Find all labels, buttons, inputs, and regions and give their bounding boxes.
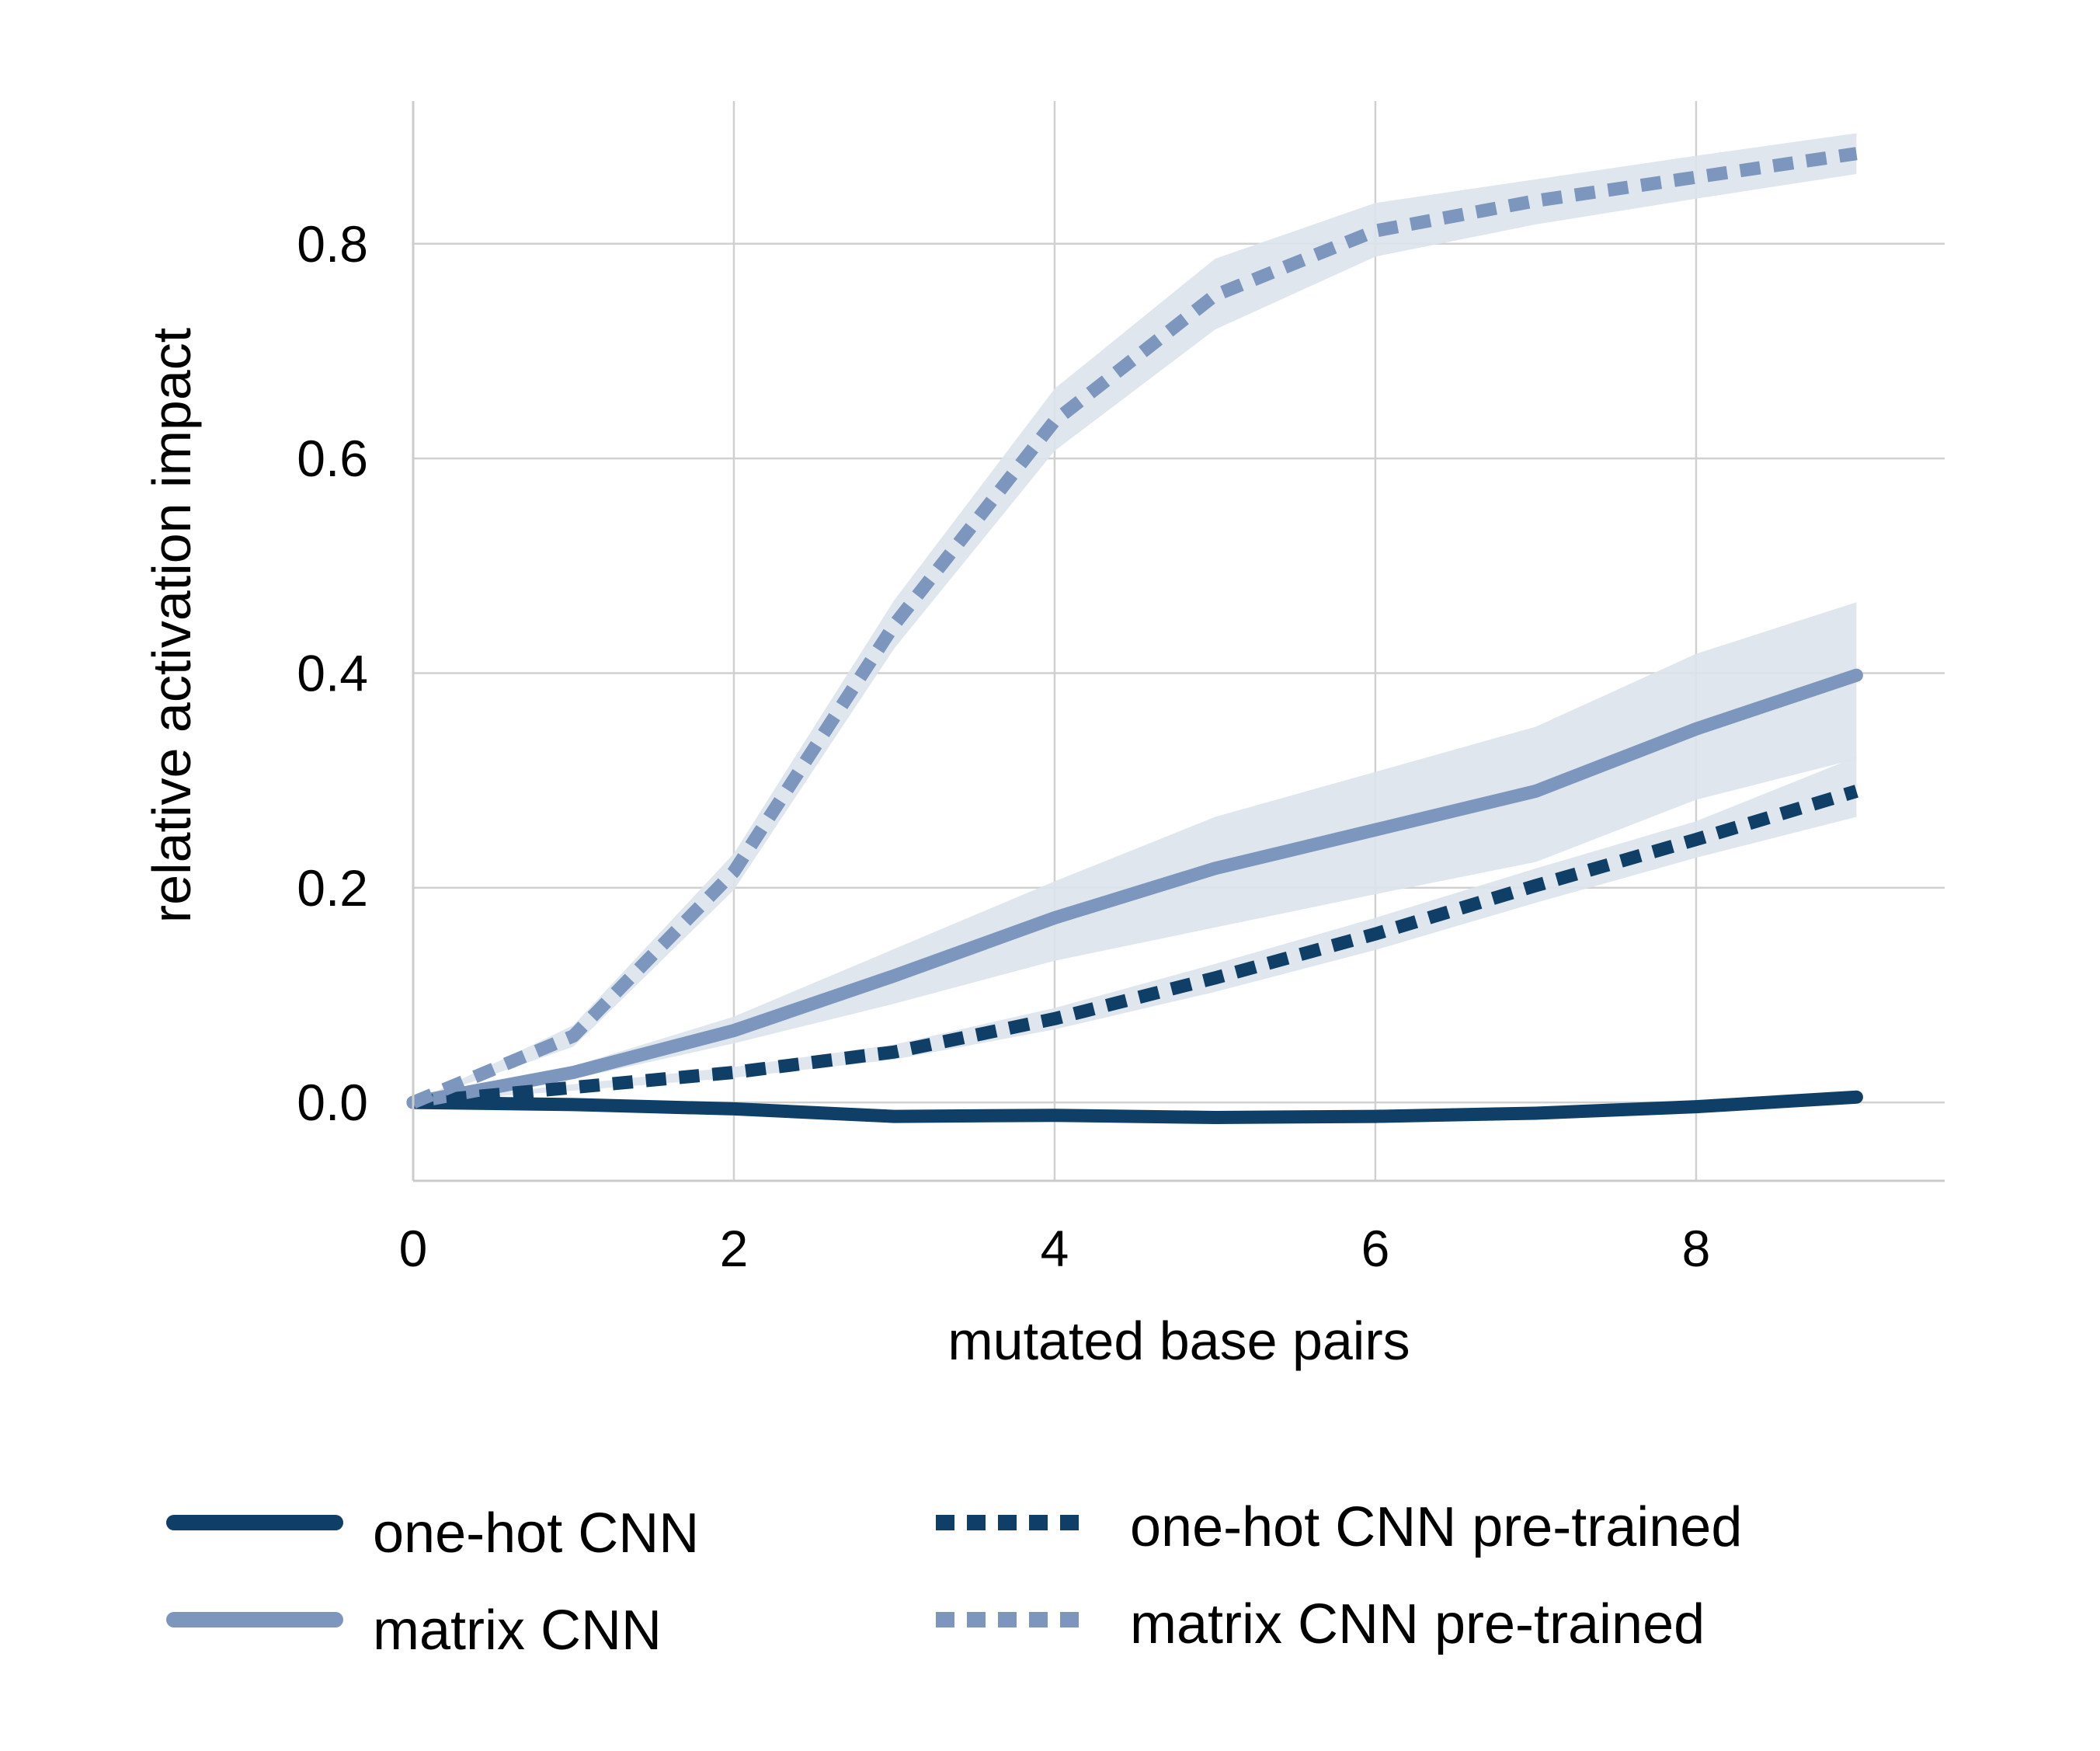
y-axis-label: relative activation impact <box>141 328 202 923</box>
legend: one-hot CNN matrix CNN one-hot CNN pre-tra… <box>166 1496 1742 1662</box>
confidence-band <box>413 602 1857 1103</box>
grid-layer <box>412 101 1945 1181</box>
x-tick-label: 4 <box>1041 1220 1069 1277</box>
confidence-band <box>413 133 1857 1103</box>
y-tick-label: 0.2 <box>297 859 368 917</box>
y-tick-label: 0.6 <box>297 430 368 487</box>
legend-label: one-hot CNN pre-trained <box>1130 1496 1742 1558</box>
y-tick-label: 0.8 <box>297 215 368 273</box>
series-line <box>412 785 1858 1109</box>
y-tick-label: 0.0 <box>297 1074 368 1131</box>
x-axis-label: mutated base pairs <box>947 1311 1410 1371</box>
x-tick-label: 6 <box>1361 1220 1390 1277</box>
series-lines <box>406 147 1863 1124</box>
confidence-bands <box>413 133 1857 1120</box>
x-tick-label: 2 <box>720 1220 749 1277</box>
series-line <box>410 147 1858 1109</box>
series-line <box>406 668 1863 1109</box>
y-tick-label: 0.4 <box>297 644 368 701</box>
x-tick-label: 0 <box>399 1220 428 1277</box>
legend-label: one-hot CNN <box>373 1502 699 1565</box>
x-tick-label: 8 <box>1682 1220 1711 1277</box>
legend-label: matrix CNN <box>373 1600 662 1662</box>
tick-labels: 0 2 4 6 8 0.0 0.2 0.4 0.6 0.8 <box>297 215 1710 1277</box>
legend-label: matrix CNN pre-trained <box>1130 1593 1705 1655</box>
series-line <box>406 1090 1863 1124</box>
